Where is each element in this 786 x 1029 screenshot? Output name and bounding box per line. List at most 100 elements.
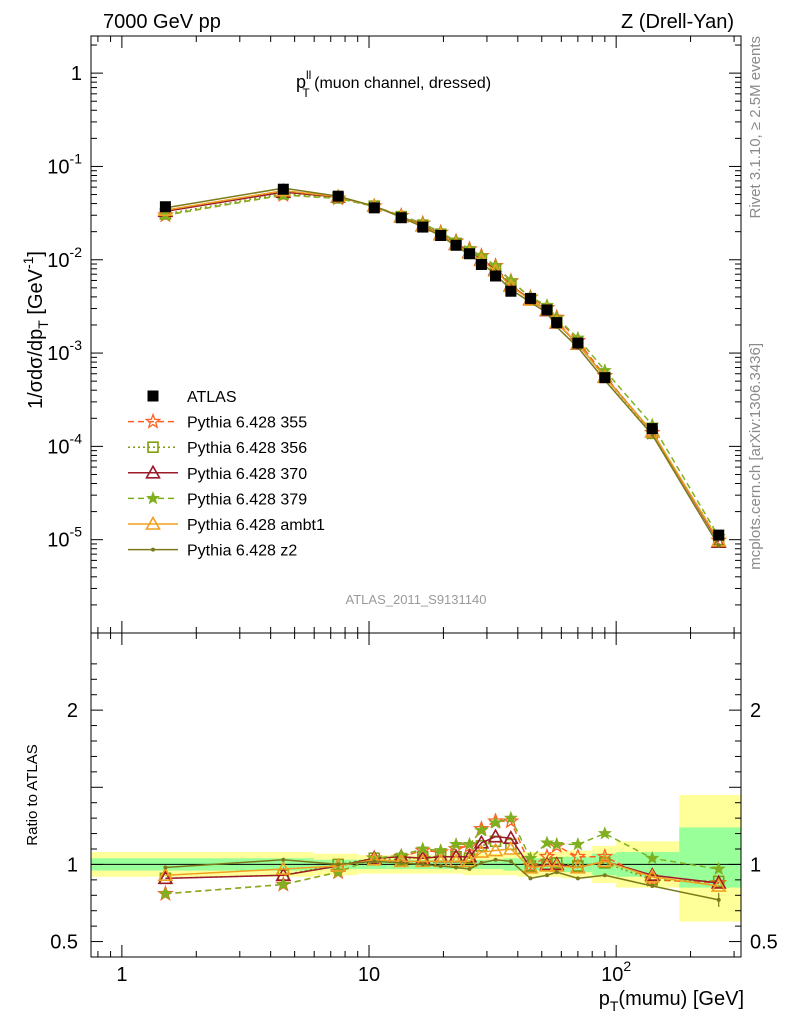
- ratio-plot-frame: 0.5 0.5 1 1 2 2 1 10 102: [50, 632, 778, 986]
- ratio-data-point: [449, 837, 464, 851]
- process-label: Z (Drell-Yan): [621, 11, 734, 33]
- ratio-data-point: [163, 865, 168, 870]
- data-point: [713, 529, 725, 541]
- ratio-data-point: [554, 870, 559, 875]
- data-point: [490, 270, 502, 282]
- ratio-data-point: [366, 851, 383, 866]
- ratio-series-pythia-6-428-379: [158, 810, 726, 900]
- legend-marker: [147, 390, 159, 402]
- ratio-data-point: [157, 867, 174, 882]
- ratio-y-tick-label-right: 2: [750, 700, 761, 722]
- data-point: [646, 423, 658, 435]
- ratio-data-point: [474, 823, 489, 837]
- band-inner: [679, 827, 741, 888]
- ratio-data-point: [503, 840, 519, 855]
- ratio-data-point: [710, 877, 727, 892]
- ratio-series-pythia-6-428-z2: [163, 857, 721, 902]
- ratio-y-tick-label-right: 1: [750, 854, 761, 876]
- series-line: [165, 194, 720, 541]
- legend-entry: Pythia 6.428 355: [128, 412, 307, 432]
- ratio-data-point: [275, 860, 292, 875]
- ratio-data-point: [570, 859, 586, 874]
- y-tick-label: 10-2: [47, 244, 82, 272]
- data-point: [463, 248, 475, 260]
- ratio-data-point: [415, 841, 430, 855]
- data-point: [505, 285, 517, 297]
- ratio-data-point: [544, 873, 549, 878]
- ratio-y-tick-label: 0.5: [50, 932, 78, 954]
- ratio-data-point: [570, 837, 585, 851]
- ratio-data-point: [597, 826, 612, 840]
- ratio-data-point: [503, 810, 518, 825]
- series-line: [165, 191, 720, 543]
- ratio-data-point: [330, 857, 347, 872]
- ratio-data-point: [276, 877, 291, 891]
- series-atlas: [159, 183, 725, 541]
- data-point: [395, 212, 407, 224]
- ratio-data-point: [488, 815, 503, 829]
- ratio-data-point: [438, 863, 443, 868]
- ratio-data-point: [393, 853, 410, 868]
- main-ylabel: 1/σdσ/dpT [GeV-1]: [20, 251, 51, 409]
- ratio-data-point: [539, 857, 555, 872]
- ratio-data-point: [493, 857, 498, 862]
- x-tick-label: 102: [601, 958, 631, 986]
- analysis-id: ATLAS_2011_S9131140: [346, 592, 487, 607]
- ratio-ylabel: Ratio to ATLAS: [24, 744, 41, 845]
- data-point: [599, 372, 611, 384]
- legend-label: Pythia 6.428 z2: [187, 543, 297, 560]
- data-point: [551, 317, 563, 329]
- ratio-data-point: [528, 876, 533, 881]
- legend-label: Pythia 6.428 356: [187, 440, 307, 457]
- ratio-data-point: [461, 853, 478, 868]
- legend-label: Pythia 6.428 370: [187, 466, 307, 483]
- main-plot-series: [156, 182, 728, 548]
- ratio-data-point: [596, 853, 613, 868]
- ratio-data-point: [644, 868, 661, 883]
- ratio-data-point: [454, 865, 459, 870]
- ratio-data-point: [502, 812, 520, 829]
- legend-entry: Pythia 6.428 ambt1: [128, 515, 325, 534]
- mcplots-label: mcplots.cern.ch [arXiv:1306.3436]: [747, 343, 764, 570]
- legend-label: ATLAS: [187, 389, 237, 406]
- ratio-data-point: [479, 860, 484, 865]
- data-point: [572, 337, 584, 349]
- legend-label: Pythia 6.428 355: [187, 415, 307, 432]
- ratio-data-point: [710, 874, 727, 889]
- ratio-data-point: [399, 860, 404, 865]
- ratio-data-point: [487, 828, 504, 843]
- ratio-data-point: [508, 859, 513, 864]
- ratio-data-point: [487, 842, 504, 857]
- data-point: [716, 543, 721, 548]
- plot-title: pll T (muon channel, dressed): [296, 68, 491, 100]
- data-point: [277, 183, 289, 195]
- ratio-data-point: [540, 835, 554, 849]
- legend-marker: [145, 464, 161, 479]
- data-point: [435, 229, 447, 241]
- series-line: [165, 189, 720, 542]
- x-axis-label: pT(mumu) [GeV]: [599, 988, 744, 1014]
- ratio-data-point: [372, 859, 377, 864]
- data-point: [368, 202, 380, 214]
- legend: ATLAS Pythia 6.428 355 Pythia 6.428 356 Pyt…: [128, 389, 325, 560]
- series-line: [165, 192, 720, 541]
- legend-entry: Pythia 6.428 370: [128, 464, 307, 483]
- ratio-data-point: [462, 837, 477, 851]
- legend-marker: [145, 515, 161, 530]
- ratio-data-point: [281, 857, 286, 862]
- ratio-data-point: [522, 859, 539, 874]
- data-point: [524, 292, 536, 304]
- main-plot-frame: 10-5 10-4 10-3 10-2 10-1 1: [47, 35, 742, 634]
- legend-entry: Pythia 6.428 z2: [128, 543, 297, 560]
- beam-label: 7000 GeV pp: [103, 11, 221, 33]
- ratio-data-point: [549, 837, 564, 851]
- ratio-y-tick-label-right: 0.5: [750, 932, 778, 954]
- data-point: [159, 201, 171, 213]
- legend-entry: Pythia 6.428 356: [128, 440, 307, 457]
- ratio-data-point: [473, 843, 490, 858]
- ratio-data-point: [336, 862, 341, 867]
- x-tick-label: 1: [116, 964, 127, 986]
- ratio-data-point: [157, 870, 174, 885]
- series-pythia-6-428-379: [158, 187, 726, 543]
- legend-label: Pythia 6.428 379: [187, 491, 307, 508]
